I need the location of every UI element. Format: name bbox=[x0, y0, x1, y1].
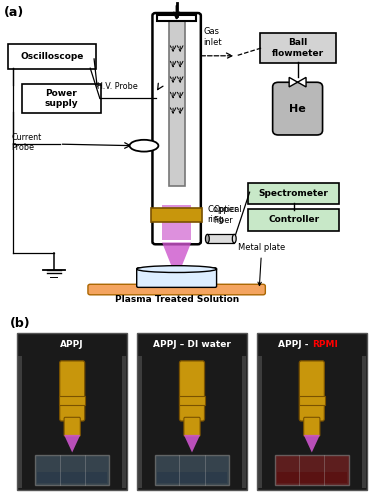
Text: Ball
flowmeter: Ball flowmeter bbox=[271, 38, 324, 58]
Ellipse shape bbox=[205, 234, 209, 243]
FancyBboxPatch shape bbox=[273, 82, 323, 135]
FancyBboxPatch shape bbox=[260, 33, 336, 63]
FancyBboxPatch shape bbox=[304, 418, 320, 436]
Text: Spectrometer: Spectrometer bbox=[259, 189, 329, 198]
FancyBboxPatch shape bbox=[22, 84, 101, 113]
Bar bbox=[179, 396, 205, 405]
Bar bbox=[169, 20, 185, 186]
FancyBboxPatch shape bbox=[299, 361, 324, 421]
Bar bbox=[299, 396, 325, 405]
Polygon shape bbox=[298, 78, 306, 87]
Bar bbox=[258, 356, 262, 488]
Bar bbox=[157, 472, 227, 482]
Polygon shape bbox=[162, 242, 191, 279]
Text: (a): (a) bbox=[4, 6, 24, 19]
Bar bbox=[155, 455, 229, 485]
Ellipse shape bbox=[232, 234, 236, 243]
FancyBboxPatch shape bbox=[60, 361, 85, 421]
Text: Metal plate: Metal plate bbox=[238, 244, 285, 286]
Polygon shape bbox=[289, 78, 298, 87]
Text: (b): (b) bbox=[10, 317, 30, 330]
FancyBboxPatch shape bbox=[248, 182, 339, 204]
Bar bbox=[59, 396, 85, 405]
Bar bbox=[277, 472, 347, 482]
Polygon shape bbox=[304, 435, 320, 452]
Text: H.V. Probe: H.V. Probe bbox=[97, 82, 138, 92]
FancyBboxPatch shape bbox=[179, 361, 205, 421]
Text: Gas
inlet: Gas inlet bbox=[204, 28, 222, 47]
Polygon shape bbox=[64, 435, 80, 452]
Bar bbox=[18, 356, 22, 488]
Bar bbox=[275, 455, 349, 485]
Text: Power
supply: Power supply bbox=[45, 88, 78, 108]
Text: Optical
Fiber: Optical Fiber bbox=[213, 206, 242, 225]
Text: Plasma Treated Solution: Plasma Treated Solution bbox=[114, 296, 239, 304]
Text: APPJ -: APPJ - bbox=[278, 340, 312, 349]
Bar bbox=[157, 16, 196, 21]
Bar bbox=[37, 472, 107, 482]
FancyBboxPatch shape bbox=[137, 268, 217, 287]
FancyBboxPatch shape bbox=[8, 44, 96, 70]
Bar bbox=[17, 333, 127, 490]
Text: APPJ – DI water: APPJ – DI water bbox=[153, 340, 231, 349]
FancyBboxPatch shape bbox=[184, 418, 200, 436]
Text: Copper
ring: Copper ring bbox=[207, 205, 238, 225]
Text: RPMI: RPMI bbox=[312, 340, 338, 349]
Bar bbox=[242, 356, 246, 488]
Bar bbox=[122, 356, 126, 488]
Text: Controller: Controller bbox=[268, 216, 319, 224]
FancyBboxPatch shape bbox=[64, 418, 80, 436]
FancyBboxPatch shape bbox=[248, 209, 339, 231]
Text: Oscilloscope: Oscilloscope bbox=[20, 52, 84, 61]
Bar bbox=[35, 455, 109, 485]
FancyBboxPatch shape bbox=[88, 284, 265, 295]
Bar bbox=[362, 356, 366, 488]
Text: He: He bbox=[289, 104, 306, 114]
Bar bbox=[137, 333, 247, 490]
Bar bbox=[162, 204, 191, 240]
Text: APPJ: APPJ bbox=[60, 340, 84, 349]
Bar bbox=[138, 356, 142, 488]
Bar bbox=[207, 234, 234, 243]
Bar bbox=[257, 333, 367, 490]
Ellipse shape bbox=[130, 140, 159, 151]
Text: Current
Probe: Current Probe bbox=[12, 133, 42, 152]
Ellipse shape bbox=[137, 266, 217, 272]
Polygon shape bbox=[184, 435, 200, 452]
FancyBboxPatch shape bbox=[152, 13, 201, 244]
Bar bbox=[151, 208, 202, 222]
